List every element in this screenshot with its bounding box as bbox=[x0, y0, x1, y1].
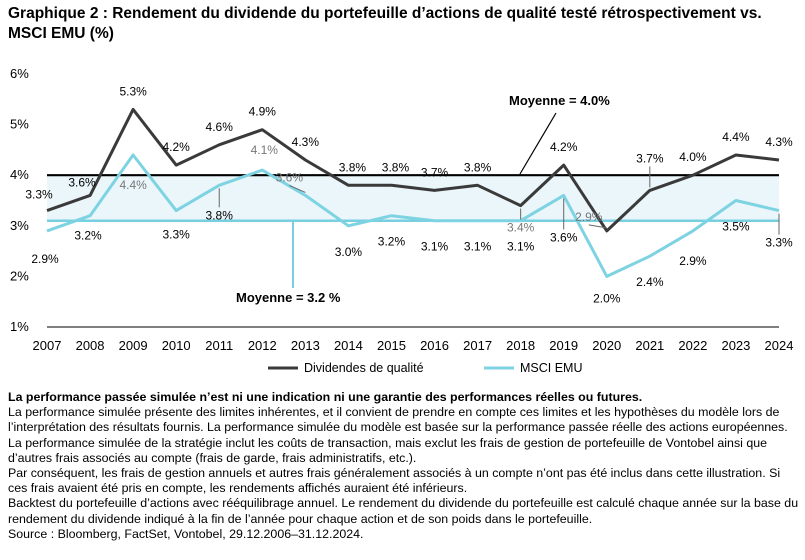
data-label: 3.1% bbox=[421, 240, 449, 254]
series-line-quality-dividends bbox=[46, 107, 780, 233]
note-paragraph-3: Backtest du portefeuille d’actions avec … bbox=[8, 496, 799, 526]
y-tick-label: 3% bbox=[10, 218, 29, 233]
x-tick-label: 2017 bbox=[463, 338, 492, 353]
y-tick-label: 2% bbox=[10, 268, 29, 283]
data-label: 4.1% bbox=[251, 143, 279, 157]
mean-band-area bbox=[47, 175, 779, 221]
x-tick-label: 2011 bbox=[205, 338, 233, 353]
data-label: 3.4% bbox=[507, 221, 535, 235]
data-label: 4.2% bbox=[162, 140, 190, 154]
mean-leader-quality bbox=[519, 112, 557, 175]
legend-label-quality: Dividendes de qualité bbox=[304, 361, 424, 375]
data-label: 2.4% bbox=[636, 275, 664, 289]
data-label: 2.9% bbox=[31, 252, 59, 266]
chart-title: Graphique 2 : Rendement du dividende du … bbox=[8, 5, 762, 42]
data-label: 4.6% bbox=[206, 120, 234, 134]
x-tick-label: 2021 bbox=[635, 338, 664, 353]
data-label: 3.8% bbox=[339, 160, 367, 174]
x-tick-label: 2010 bbox=[162, 338, 191, 353]
mean-label-quality: Moyenne = 4.0% bbox=[509, 93, 610, 108]
x-tick-label: 2015 bbox=[377, 338, 406, 353]
x-tick-label: 2020 bbox=[592, 338, 621, 353]
x-tick-label: 2019 bbox=[549, 338, 578, 353]
data-label: 4.4% bbox=[722, 130, 750, 144]
data-label: 3.6% bbox=[68, 175, 96, 189]
dividend-yield-chart: 1% 2% 3% 4% 5% 6% 2007 2008 2009 2010 2011 2012 2013… bbox=[10, 66, 794, 375]
y-tick-label: 6% bbox=[10, 66, 29, 81]
legend-label-msci: MSCI EMU bbox=[520, 361, 583, 375]
mean-label-msci: Moyenne = 3.2 % bbox=[236, 290, 341, 305]
data-label: 4.3% bbox=[292, 135, 320, 149]
data-label: 3.8% bbox=[382, 160, 410, 174]
series-line-msci-emu bbox=[46, 153, 780, 278]
x-tick-label: 2012 bbox=[248, 338, 277, 353]
x-tick-label: 2013 bbox=[291, 338, 320, 353]
x-tick-label: 2016 bbox=[420, 338, 449, 353]
x-tick-label: 2008 bbox=[76, 338, 105, 353]
data-label: 3.8% bbox=[464, 160, 492, 174]
x-tick-label: 2022 bbox=[678, 338, 707, 353]
data-label: 3.5% bbox=[722, 220, 750, 234]
data-label: 2.9% bbox=[575, 210, 603, 224]
data-label: 3.6% bbox=[550, 230, 578, 244]
data-label: 3.1% bbox=[464, 240, 492, 254]
data-label: 3.3% bbox=[162, 228, 190, 242]
x-tick-label: 2023 bbox=[721, 338, 750, 353]
y-tick-label: 4% bbox=[10, 167, 29, 182]
data-label: 5.3% bbox=[119, 84, 147, 98]
data-label: 4.3% bbox=[765, 135, 793, 149]
data-label: 3.8% bbox=[206, 208, 234, 222]
note-paragraph-2: Par conséquent, les frais de gestion ann… bbox=[8, 466, 781, 496]
x-tick-label: 2018 bbox=[506, 338, 535, 353]
data-label: 3.1% bbox=[507, 240, 535, 254]
data-label: 3.0% bbox=[335, 245, 363, 259]
source-text: Source : Bloomberg, FactSet, Vontobel, 2… bbox=[8, 526, 364, 541]
data-label: 3.7% bbox=[421, 165, 449, 179]
data-label-leader bbox=[588, 224, 607, 229]
data-label: 2.0% bbox=[593, 291, 621, 305]
y-tick-label: 5% bbox=[10, 117, 29, 132]
data-label: 3.2% bbox=[378, 235, 406, 249]
data-label: 3.3% bbox=[765, 236, 793, 250]
x-tick-label: 2009 bbox=[119, 338, 148, 353]
data-label: 4.9% bbox=[249, 105, 277, 119]
data-label: 4.4% bbox=[119, 178, 147, 192]
data-label: 3.6% bbox=[276, 170, 304, 184]
data-label: 3.7% bbox=[636, 151, 664, 165]
data-label-leader bbox=[289, 184, 306, 193]
x-tick-label: 2014 bbox=[334, 338, 363, 353]
data-label: 2.9% bbox=[679, 254, 707, 268]
data-label: 4.0% bbox=[679, 150, 707, 164]
x-tick-label: 2024 bbox=[765, 338, 794, 353]
data-label: 4.2% bbox=[550, 140, 578, 154]
disclaimer-text: La performance passée simulée n’est ni u… bbox=[8, 390, 643, 404]
x-tick-label: 2007 bbox=[33, 338, 62, 353]
data-label: 3.3% bbox=[25, 188, 53, 202]
chart-notes: La performance passée simulée n’est ni u… bbox=[8, 390, 800, 542]
note-paragraph-1: La performance simulée présente des limi… bbox=[8, 405, 788, 465]
data-label: 3.2% bbox=[74, 229, 102, 243]
mean-band bbox=[47, 175, 779, 221]
y-tick-label: 1% bbox=[10, 319, 29, 334]
